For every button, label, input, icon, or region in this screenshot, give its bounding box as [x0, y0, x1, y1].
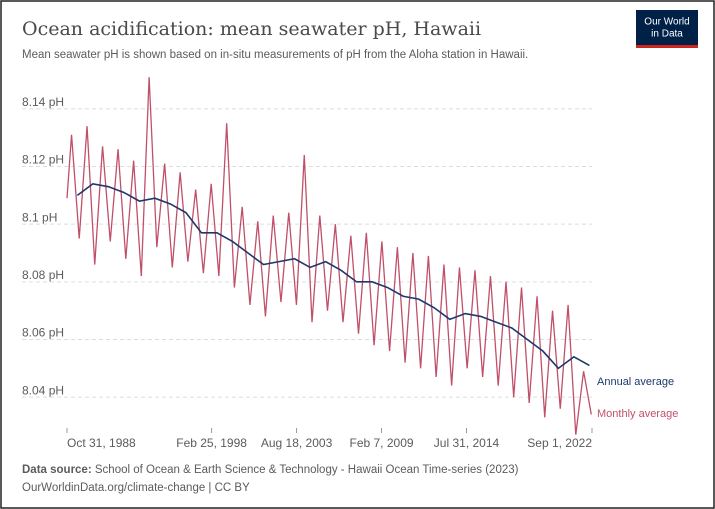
chart-title: Ocean acidification: mean seawater pH, H… [22, 18, 481, 40]
x-tick-label: Feb 25, 1998 [176, 436, 247, 450]
y-tick-label: 8.1 pH [22, 210, 57, 224]
logo-box [636, 10, 698, 48]
logo-text: Our World [644, 17, 689, 28]
source: School of Ocean & Earth Science & Techno… [95, 464, 519, 476]
source-label: Data source: [22, 464, 92, 476]
x-tick-label: Oct 31, 1988 [67, 436, 136, 450]
series-line [66, 77, 592, 435]
y-tick-label: 8.12 pH [22, 153, 64, 167]
legend-label: Monthly average [597, 408, 678, 420]
x-tick-label: Aug 18, 2003 [261, 436, 333, 450]
legend-label: Annual average [597, 376, 674, 388]
footer: OurWorldinData.org/climate-change | CC B… [22, 482, 250, 494]
series-line [76, 182, 590, 370]
logo: Our World in Data [636, 10, 698, 48]
chart-subtitle: Mean seawater pH is shown based on in-si… [22, 49, 528, 61]
source-line: Data source: School of Ocean & Earth Sci… [22, 464, 519, 476]
y-tick-label: 8.06 pH [22, 326, 64, 340]
x-tick-label: Sep 1, 2022 [527, 436, 592, 450]
logo-text: in Data [651, 29, 683, 40]
y-tick-label: 8.14 pH [22, 95, 64, 109]
logo-bar [636, 45, 698, 48]
y-tick-label: 8.04 pH [22, 383, 64, 397]
x-tick-label: Jul 31, 2014 [434, 436, 500, 450]
y-tick-label: 8.08 pH [22, 268, 64, 282]
x-tick-label: Feb 7, 2009 [350, 436, 414, 450]
